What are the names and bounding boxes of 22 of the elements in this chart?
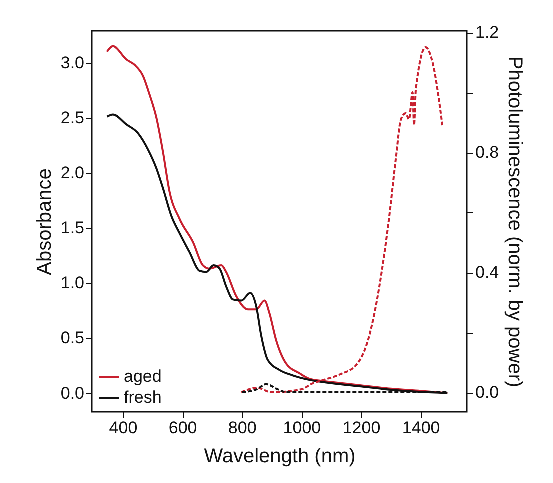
y2-tick-label: 0.4 [476, 263, 500, 282]
y-tick-label: 2.0 [60, 164, 84, 183]
y2-tick-label: 0.8 [476, 143, 500, 162]
y2-tick-label: 0.0 [476, 383, 500, 402]
y-tick-label: 2.5 [60, 108, 84, 128]
y-axis-title: Absorbance [34, 168, 56, 276]
y-tick-label: 0.5 [60, 328, 84, 348]
x-tick-label: 1000 [283, 418, 322, 438]
x-axis-title: Wavelength (nm) [204, 446, 356, 468]
legend-label: fresh [124, 388, 162, 407]
legend-label: aged [124, 367, 162, 386]
y-tick-label: 0.0 [60, 384, 84, 403]
x-tick-label: 800 [228, 418, 257, 438]
x-tick-label: 1200 [342, 418, 381, 438]
x-tick-label: 600 [168, 418, 198, 438]
x-tick-label: 400 [109, 418, 138, 438]
x-tick-label: 1400 [402, 418, 440, 438]
y2-axis-title: Photoluminescence (norm. by power) [504, 56, 526, 388]
y-tick-label: 1.0 [60, 274, 84, 293]
y-tick-label: 1.5 [60, 218, 84, 238]
y2-tick-label: 1.2 [476, 23, 500, 42]
y-tick-label: 3.0 [60, 53, 84, 72]
